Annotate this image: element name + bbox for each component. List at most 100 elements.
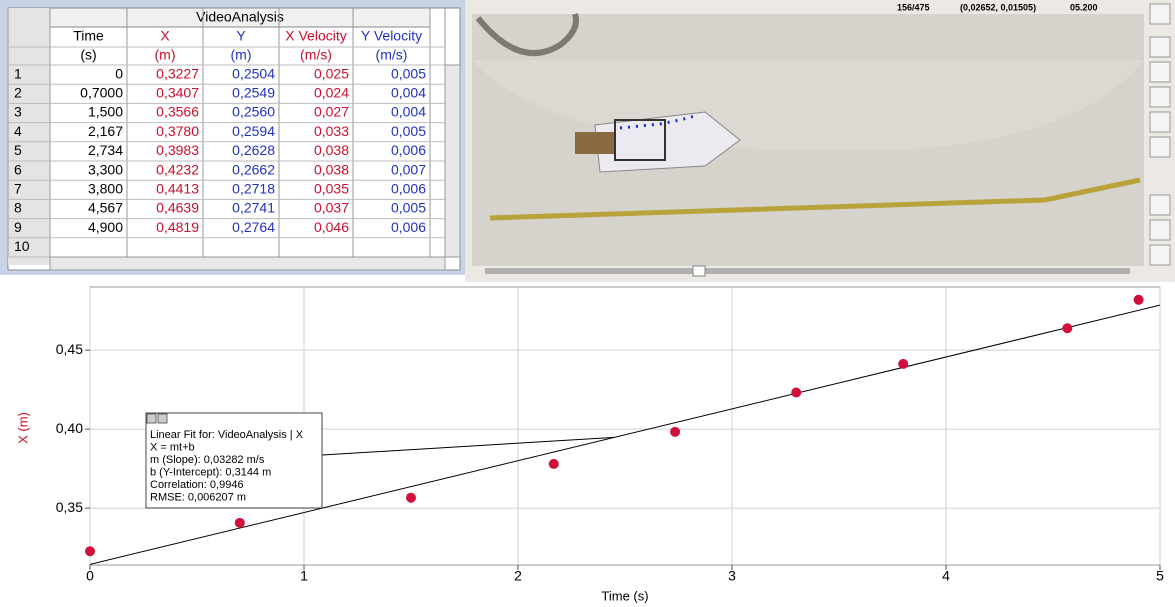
graph: 0 1 2 3 4 5 0,35 0,40 0,45 Linear Fit for: VideoA…	[56, 287, 1164, 584]
y-tick-label: 0,35	[56, 499, 83, 515]
close-button	[146, 413, 157, 424]
table-cell: 0,004	[391, 85, 426, 101]
table-cell: 0,2549	[232, 85, 275, 101]
column-unit: (s)	[80, 47, 96, 63]
table-cell: 0,4819	[156, 219, 199, 235]
row-number: 1	[14, 65, 22, 81]
table-cell: 0,037	[314, 200, 349, 216]
table-cell: 2,167	[88, 123, 123, 139]
data-point	[791, 387, 802, 398]
data-point	[548, 458, 559, 469]
table-cell: 0,2560	[232, 104, 275, 120]
table-cell: 0,046	[314, 219, 349, 235]
fit-text: m (Slope): 0,03282 m/s	[150, 454, 265, 466]
table-cell: 0,2662	[232, 161, 275, 177]
tool-button[interactable]	[1149, 244, 1171, 266]
x-tick-label: 0	[86, 568, 94, 584]
horizontal-scrollbar	[49, 256, 446, 271]
table-cell: 0,2628	[232, 142, 275, 158]
table-cell: 0,3780	[156, 123, 199, 139]
data-point	[406, 492, 416, 503]
x-tick-label: 5	[1156, 568, 1164, 584]
coordinates: (0,02652, 0,01505)	[960, 2, 1036, 12]
tool-button[interactable]	[1149, 194, 1171, 216]
y-axis-label: X (m)	[15, 412, 30, 444]
table-cell: 0,2741	[232, 200, 275, 216]
tool-button[interactable]	[1149, 219, 1171, 241]
tool-button[interactable]	[1149, 86, 1171, 108]
table-cell: 0,4639	[156, 200, 199, 216]
frame-counter: 156/475	[897, 2, 930, 12]
x-tick-label: 4	[942, 568, 950, 584]
tool-button[interactable]	[1149, 36, 1171, 58]
fit-line	[90, 304, 1160, 565]
row-number: 9	[14, 219, 22, 235]
column-unit: (m/s)	[300, 47, 332, 63]
table-cell: 0,007	[391, 161, 426, 177]
table-cell: 1,500	[88, 104, 123, 120]
video-panel: 156/475 (0,02652, 0,01505) 05.200	[465, 0, 1175, 282]
annotation-pointer	[321, 436, 615, 456]
tool-button[interactable]	[1149, 136, 1171, 158]
table-cell: 0,006	[391, 142, 426, 158]
fit-text: b (Y-Intercept): 0,3144 m	[150, 466, 271, 478]
table-cell: 0,024	[314, 85, 349, 101]
video-time: 05.200	[1070, 2, 1098, 12]
table-cell: 0,2718	[232, 181, 275, 197]
slider-track[interactable]	[485, 268, 1130, 274]
table-cell: 0,005	[391, 200, 426, 216]
column-name: X	[160, 28, 170, 44]
table-cell: 2,734	[88, 142, 123, 158]
column-unit: (m/s)	[376, 47, 408, 63]
tool-button[interactable]	[1149, 3, 1171, 25]
table-cell: 0,005	[391, 65, 426, 81]
table-cell: 0	[115, 65, 123, 81]
motor	[575, 132, 615, 154]
column-name: X Velocity	[285, 28, 346, 44]
table-cell: 0,3983	[156, 142, 199, 158]
x-tick-label: 2	[514, 568, 522, 584]
data-point	[85, 546, 95, 557]
table-cell: 0,006	[391, 219, 426, 235]
table-cell: 4,567	[88, 200, 123, 216]
tool-button[interactable]	[1149, 111, 1171, 133]
hose	[475, 13, 579, 56]
table-cell: 0,4232	[156, 161, 199, 177]
y-tick-label: 0,40	[56, 420, 83, 436]
row-number: 3	[14, 104, 22, 120]
row-number: 2	[14, 85, 22, 101]
column-unit: (m)	[231, 47, 252, 63]
tool-button[interactable]	[1149, 61, 1171, 83]
tracked-points	[619, 114, 696, 130]
row-number: 4	[14, 123, 22, 139]
table-cell: 0,2594	[232, 123, 275, 139]
data-point	[1062, 323, 1073, 334]
frame	[614, 119, 666, 161]
row-number: 8	[14, 200, 22, 216]
fit-text: Correlation: 0,9946	[150, 479, 244, 491]
options-button	[157, 413, 168, 424]
table-cell: 0,4413	[156, 181, 199, 197]
row-number: 6	[14, 161, 22, 177]
table-cell: 0,006	[391, 181, 426, 197]
data-point	[898, 358, 909, 369]
table-cell: 4,900	[88, 219, 123, 235]
row-number: 7	[14, 181, 22, 197]
vertical-scrollbar	[444, 64, 461, 258]
fit-text: RMSE: 0,006207 m	[150, 491, 246, 503]
column-name: Y Velocity	[361, 28, 422, 44]
table-cell: 0,027	[314, 104, 349, 120]
table-cell: 0,005	[391, 123, 426, 139]
annotation-box	[145, 412, 323, 509]
x-tick-label: 3	[728, 568, 736, 584]
boat	[594, 111, 741, 173]
slider-thumb[interactable]	[692, 265, 706, 277]
table-cell: 0,004	[391, 104, 426, 120]
data-point	[670, 426, 681, 437]
table-cell: 0,3566	[156, 104, 199, 120]
table-cell: 0,025	[314, 65, 349, 81]
table-cell: 3,800	[88, 181, 123, 197]
column-name: Y	[236, 28, 246, 44]
data-point	[1133, 294, 1144, 305]
